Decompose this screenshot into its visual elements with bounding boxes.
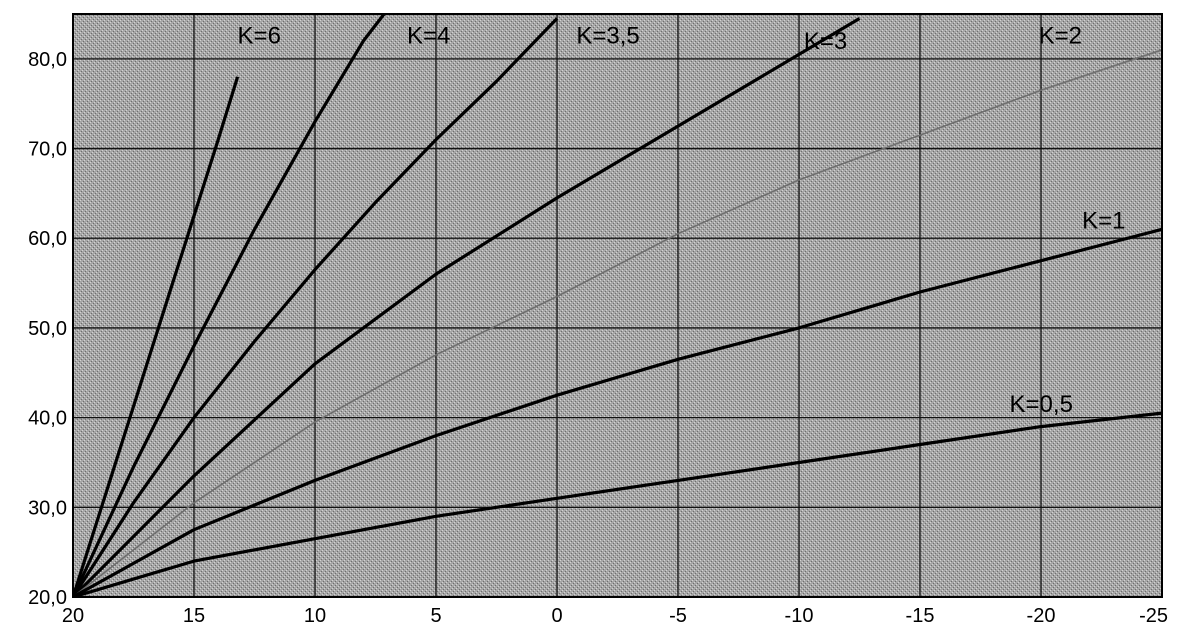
x-tick-label: -5 [669,605,687,627]
series-line-k-3-5 [73,17,559,597]
y-axis-ticks: 20,0 30,0 40,0 50,0 60,0 70,0 80,0 [28,49,67,609]
y-tick-label: 50,0 [28,318,67,340]
x-tick-label: -20 [1027,605,1056,627]
series-line-k-4 [73,14,387,597]
x-axis-ticks: 20 15 10 5 0 -5 -10 -15 -20 -25 [62,605,1168,627]
y-tick-label: 40,0 [28,408,67,430]
y-tick-label: 60,0 [28,228,67,250]
y-tick-label: 30,0 [28,497,67,519]
curve-label-k-6: K=6 [238,23,281,50]
x-tick-label: 5 [430,605,441,627]
x-tick-label: 20 [62,605,84,627]
curve-label-k-4: K=4 [407,23,450,50]
series-line-k-2 [73,49,1162,597]
curve-labels: K=6 K=4 K=3,5 K=3 K=2 K=1 K=0,5 [238,23,1126,419]
x-tick-label: -15 [906,605,935,627]
x-tick-label: 15 [183,605,205,627]
series-line-k-3 [73,17,861,597]
grid [72,14,1163,598]
x-tick-label: 0 [551,605,562,627]
curve-label-k-3: K=3 [804,28,847,55]
curve-label-k-3-5: K=3,5 [576,23,639,50]
x-tick-label: -10 [785,605,814,627]
y-tick-label: 80,0 [28,49,67,71]
y-tick-label: 70,0 [28,139,67,161]
y-tick-label: 20,0 [28,587,67,609]
plot-frame [72,13,1163,598]
curve-label-k-0-5: K=0,5 [1010,391,1073,418]
series-line-k-0-5 [73,411,1162,597]
plot-background [73,14,1162,597]
curve-label-k-1: K=1 [1082,207,1125,234]
x-tick-label: 10 [304,605,326,627]
series-line-k-1 [73,227,1162,597]
series-layer [73,14,1162,597]
curve-label-k-2: K=2 [1039,23,1082,50]
x-tick-label: -25 [1139,605,1168,627]
series-line-k-6 [73,76,240,597]
